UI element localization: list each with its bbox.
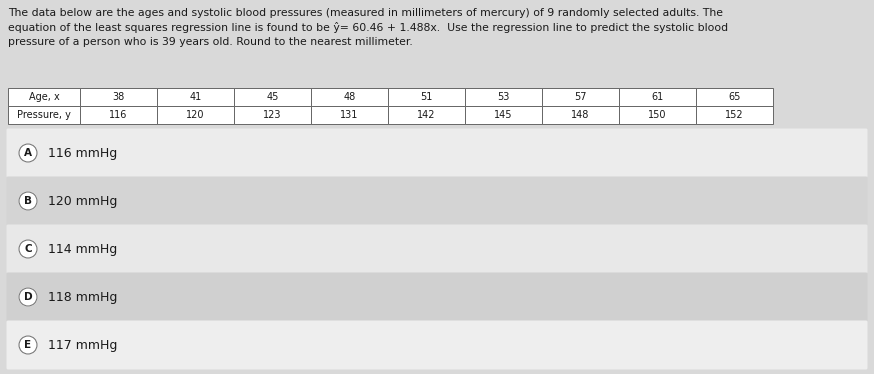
FancyBboxPatch shape [6,129,868,178]
Bar [542,88,619,106]
Bar [696,106,773,124]
Text: 53: 53 [497,92,510,102]
Bar [157,88,234,106]
Text: Age, x: Age, x [29,92,59,102]
Text: 116 mmHg: 116 mmHg [48,147,117,159]
Text: 48: 48 [343,92,356,102]
Text: 116: 116 [109,110,128,120]
Bar [8,88,80,106]
Text: A: A [24,148,32,158]
Bar [234,88,311,106]
FancyBboxPatch shape [6,177,868,226]
Text: 118 mmHg: 118 mmHg [48,291,117,303]
FancyBboxPatch shape [6,224,868,273]
Bar [465,106,542,124]
Text: 61: 61 [651,92,663,102]
Bar [234,106,311,124]
Text: 131: 131 [340,110,358,120]
Bar [388,88,465,106]
Text: 114 mmHg: 114 mmHg [48,242,117,255]
Bar [157,106,234,124]
Bar [619,88,696,106]
Bar [388,106,465,124]
Bar [542,106,619,124]
Bar [465,88,542,106]
Text: Pressure, y: Pressure, y [17,110,71,120]
Text: 150: 150 [649,110,667,120]
Text: 142: 142 [417,110,436,120]
Text: 51: 51 [420,92,433,102]
Circle shape [19,288,37,306]
Text: 65: 65 [728,92,740,102]
Text: 120: 120 [186,110,205,120]
Bar [80,106,157,124]
Text: 117 mmHg: 117 mmHg [48,338,117,352]
FancyBboxPatch shape [6,273,868,322]
Text: 45: 45 [267,92,279,102]
Bar [80,88,157,106]
Text: 57: 57 [574,92,586,102]
Circle shape [19,240,37,258]
Text: C: C [24,244,31,254]
Text: 41: 41 [190,92,202,102]
Text: 148: 148 [572,110,590,120]
Circle shape [19,336,37,354]
Text: E: E [24,340,31,350]
Text: B: B [24,196,32,206]
Bar [311,88,388,106]
Text: D: D [24,292,32,302]
Bar [696,88,773,106]
Circle shape [19,144,37,162]
Text: 120 mmHg: 120 mmHg [48,194,117,208]
Circle shape [19,192,37,210]
Text: The data below are the ages and systolic blood pressures (measured in millimeter: The data below are the ages and systolic… [8,8,728,47]
Text: 152: 152 [725,110,744,120]
Text: 145: 145 [495,110,513,120]
Text: 123: 123 [263,110,281,120]
FancyBboxPatch shape [6,321,868,370]
Text: 38: 38 [113,92,125,102]
Bar [311,106,388,124]
Bar [8,106,80,124]
Bar [619,106,696,124]
